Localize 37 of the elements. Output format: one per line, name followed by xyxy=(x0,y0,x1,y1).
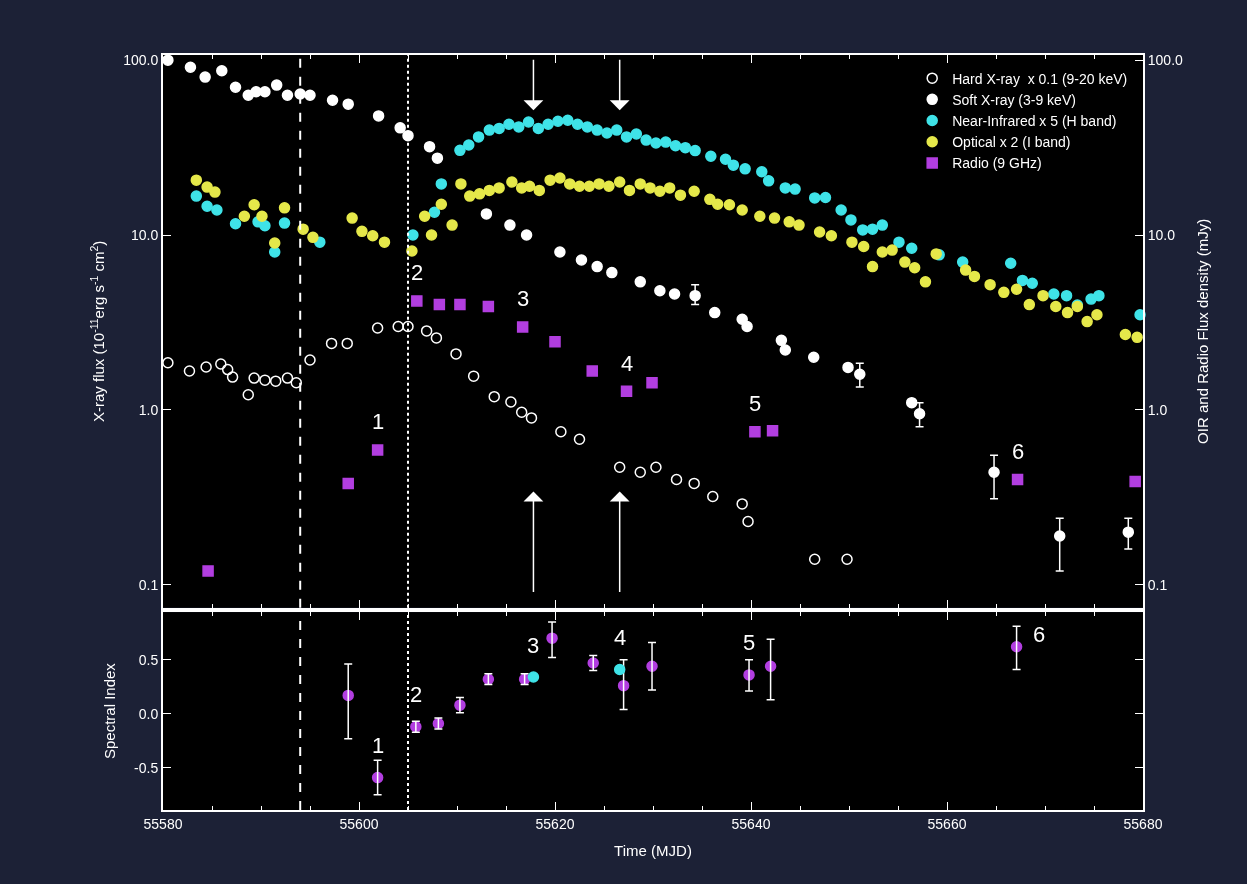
y-axis-title: Spectral Index xyxy=(100,662,118,760)
y-tick-label: 0.5 xyxy=(138,651,159,668)
text: 0.1 xyxy=(1147,576,1168,593)
y-tick-label: -0.5 xyxy=(134,759,159,776)
annotation: 4 xyxy=(614,625,627,650)
y-tick-label: 0.0 xyxy=(138,705,159,722)
x-tick-label: 55680 xyxy=(1123,815,1163,832)
y-tick-label: 0.1 xyxy=(138,576,159,593)
annotation: 5 xyxy=(743,630,756,655)
annotation: 2 xyxy=(411,260,424,285)
annotation: 5 xyxy=(749,391,762,416)
x-tick-label: 55600 xyxy=(339,815,379,832)
annotation: 4 xyxy=(621,351,634,376)
x-axis-title: Time (MJD) xyxy=(614,842,692,860)
annotation: 6 xyxy=(1033,622,1046,647)
annotation: 1 xyxy=(372,733,385,758)
x-tick-label: 55640 xyxy=(731,815,771,832)
y-tick-label: 1.0 xyxy=(138,401,159,418)
text: 1.0 xyxy=(1147,401,1168,418)
annotation: 3 xyxy=(517,286,530,311)
legend-label: Optical x 2 (I band) xyxy=(952,134,1071,151)
x-tick-label: 55660 xyxy=(927,815,967,832)
legend-label: Near-Infrared x 5 (H band) xyxy=(952,113,1117,130)
text: 10.0 xyxy=(1147,226,1176,243)
legend-label: Hard X-ray x 0.1 (9-20 keV) xyxy=(952,70,1128,87)
y-tick-label: 100.0 xyxy=(123,52,159,69)
legend-label: Radio (9 GHz) xyxy=(952,155,1042,172)
annotation: 2 xyxy=(410,682,423,707)
y2-axis-title: OIR and Radio Flux density (mJy) xyxy=(1193,218,1211,444)
annotation: 3 xyxy=(527,633,540,658)
legend-label: Soft X-ray (3-9 keV) xyxy=(952,91,1076,108)
annotation: 1 xyxy=(372,409,385,434)
annotation: 6 xyxy=(1012,439,1025,464)
text: 100.0 xyxy=(1147,52,1183,69)
x-tick-label: 55620 xyxy=(535,815,575,832)
x-tick-label: 55580 xyxy=(143,815,183,832)
y-tick-label: 10.0 xyxy=(130,226,159,243)
